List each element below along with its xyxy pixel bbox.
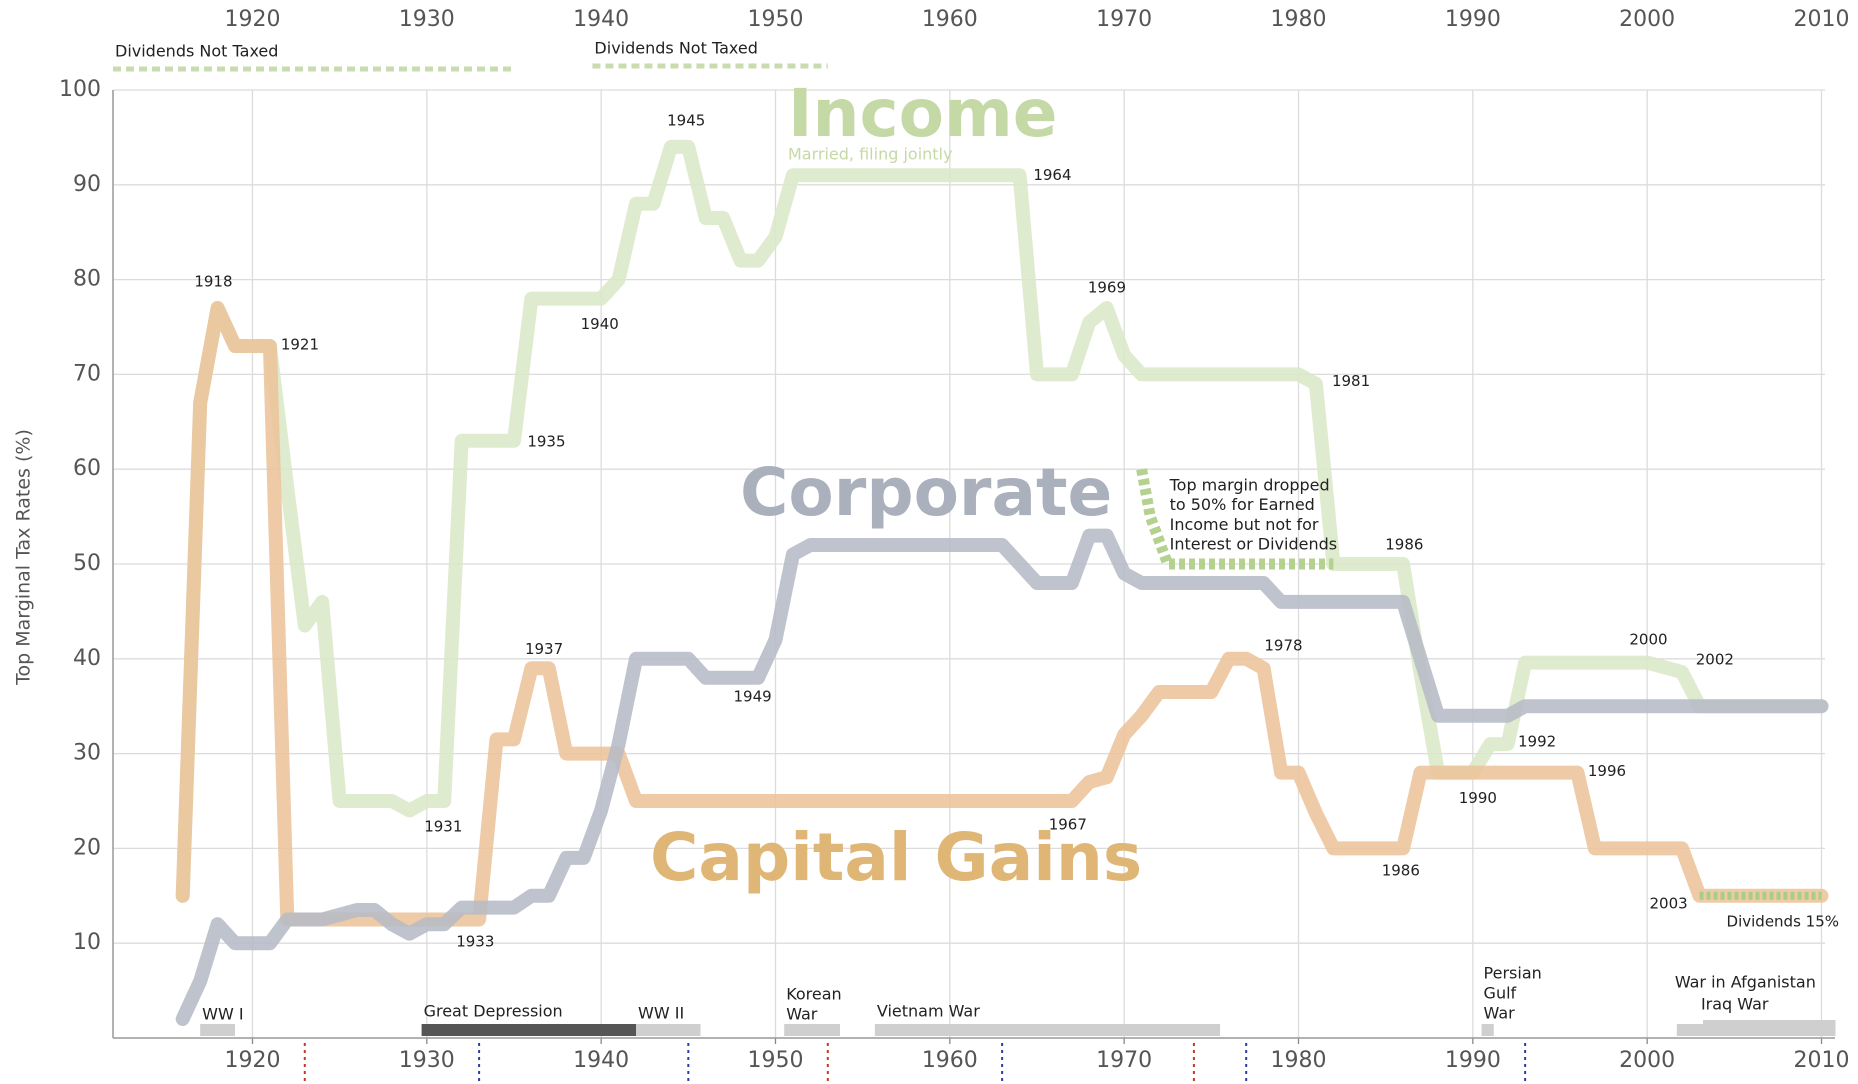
x-tick-label: 1990 (1445, 7, 1501, 32)
annotation: 2003 (1650, 895, 1688, 913)
annotation: 1986 (1382, 861, 1420, 879)
x-tick-label: 2000 (1619, 1048, 1675, 1073)
period-label: Korean (786, 985, 842, 1004)
annotation: 1964 (1033, 166, 1071, 184)
period-label: Persian (1484, 964, 1542, 983)
x-tick-label: 1980 (1270, 1048, 1326, 1073)
annotation: Dividends 15% (1727, 912, 1839, 930)
note-line: Top margin dropped (1169, 475, 1330, 494)
annotation: 1935 (527, 433, 565, 451)
x-tick-label: 1940 (573, 1048, 629, 1073)
period-bar (1702, 1020, 1836, 1036)
x-tick-label: 1940 (573, 7, 629, 32)
y-tick-label: 40 (73, 646, 101, 671)
x-tick-label: 2010 (1794, 7, 1850, 32)
period-label: WW I (202, 1005, 243, 1024)
series-label: Capital Gains (650, 819, 1142, 896)
period-label: War in Afganistan (1675, 973, 1816, 992)
annotation: 2000 (1629, 630, 1667, 648)
series-label: Income (788, 75, 1058, 152)
y-tick-label: 100 (59, 77, 101, 102)
period-bar (874, 1024, 1221, 1036)
annotation: 1992 (1518, 732, 1556, 750)
y-axis-title: Top Marginal Tax Rates (%) (13, 429, 35, 686)
x-tick-label: 1970 (1096, 1048, 1152, 1073)
annotation: 1967 (1049, 815, 1087, 833)
untaxed-label: Dividends Not Taxed (115, 42, 278, 61)
annotation: 1978 (1264, 636, 1302, 654)
period-bar (200, 1024, 236, 1036)
x-tick-label: 1960 (922, 1048, 978, 1073)
highlight-line (1136, 468, 1334, 570)
annotation: 1986 (1385, 536, 1423, 554)
x-tick-label: 1920 (224, 7, 280, 32)
annotation: 1918 (194, 273, 232, 291)
annotation: 1949 (734, 687, 772, 705)
series-line (175, 528, 1829, 1026)
x-tick-label: 1930 (399, 1048, 455, 1073)
period-label: Iraq War (1701, 995, 1769, 1014)
x-tick-label: 2000 (1619, 7, 1675, 32)
annotation: 2002 (1696, 651, 1734, 669)
period-label: Gulf (1484, 984, 1517, 1003)
annotation: 1933 (456, 933, 494, 951)
y-tick-label: 30 (73, 741, 101, 766)
annotation: 1945 (667, 111, 705, 129)
period-label: War (786, 1005, 818, 1024)
annotation: 1931 (424, 818, 462, 836)
y-tick-label: 80 (73, 267, 101, 292)
annotation: 1921 (281, 335, 319, 353)
period-label: War (1484, 1004, 1516, 1023)
note-line: Income but not for (1170, 515, 1319, 534)
y-tick-label: 60 (73, 456, 101, 481)
x-tick-label: 1950 (747, 1048, 803, 1073)
x-tick-label: 1930 (399, 7, 455, 32)
annotation: 1937 (525, 640, 563, 658)
period-bar (636, 1024, 701, 1036)
annotation: 1969 (1088, 278, 1126, 296)
series-label: Corporate (740, 454, 1112, 531)
period-bar (1481, 1024, 1494, 1036)
y-tick-label: 10 (73, 930, 101, 955)
y-tick-label: 20 (73, 835, 101, 860)
x-tick-label: 1970 (1096, 7, 1152, 32)
period-bar (784, 1024, 840, 1036)
period-bar (421, 1024, 637, 1036)
x-tick-label: 1950 (747, 7, 803, 32)
series-line (175, 139, 1829, 903)
x-tick-label: 1990 (1445, 1048, 1501, 1073)
untaxed-label: Dividends Not Taxed (594, 39, 757, 58)
x-tick-label: 1960 (922, 7, 978, 32)
note-line: to 50% for Earned (1170, 495, 1315, 514)
period-label: Vietnam War (877, 1002, 980, 1021)
annotation: 1940 (581, 315, 619, 333)
period-label: Great Depression (424, 1002, 563, 1021)
x-tick-label: 2010 (1794, 1048, 1850, 1073)
series-note: Married, filing jointly (788, 145, 952, 164)
x-tick-label: 1980 (1270, 7, 1326, 32)
x-tick-label: 1920 (224, 1048, 280, 1073)
annotation: 1990 (1459, 789, 1497, 807)
y-tick-label: 90 (73, 172, 101, 197)
period-label: WW II (638, 1004, 684, 1023)
y-tick-label: 50 (73, 551, 101, 576)
annotation: 1981 (1332, 372, 1370, 390)
y-tick-label: 70 (73, 361, 101, 386)
note-line: Interest or Dividends (1170, 535, 1338, 554)
annotation: 1996 (1588, 762, 1626, 780)
